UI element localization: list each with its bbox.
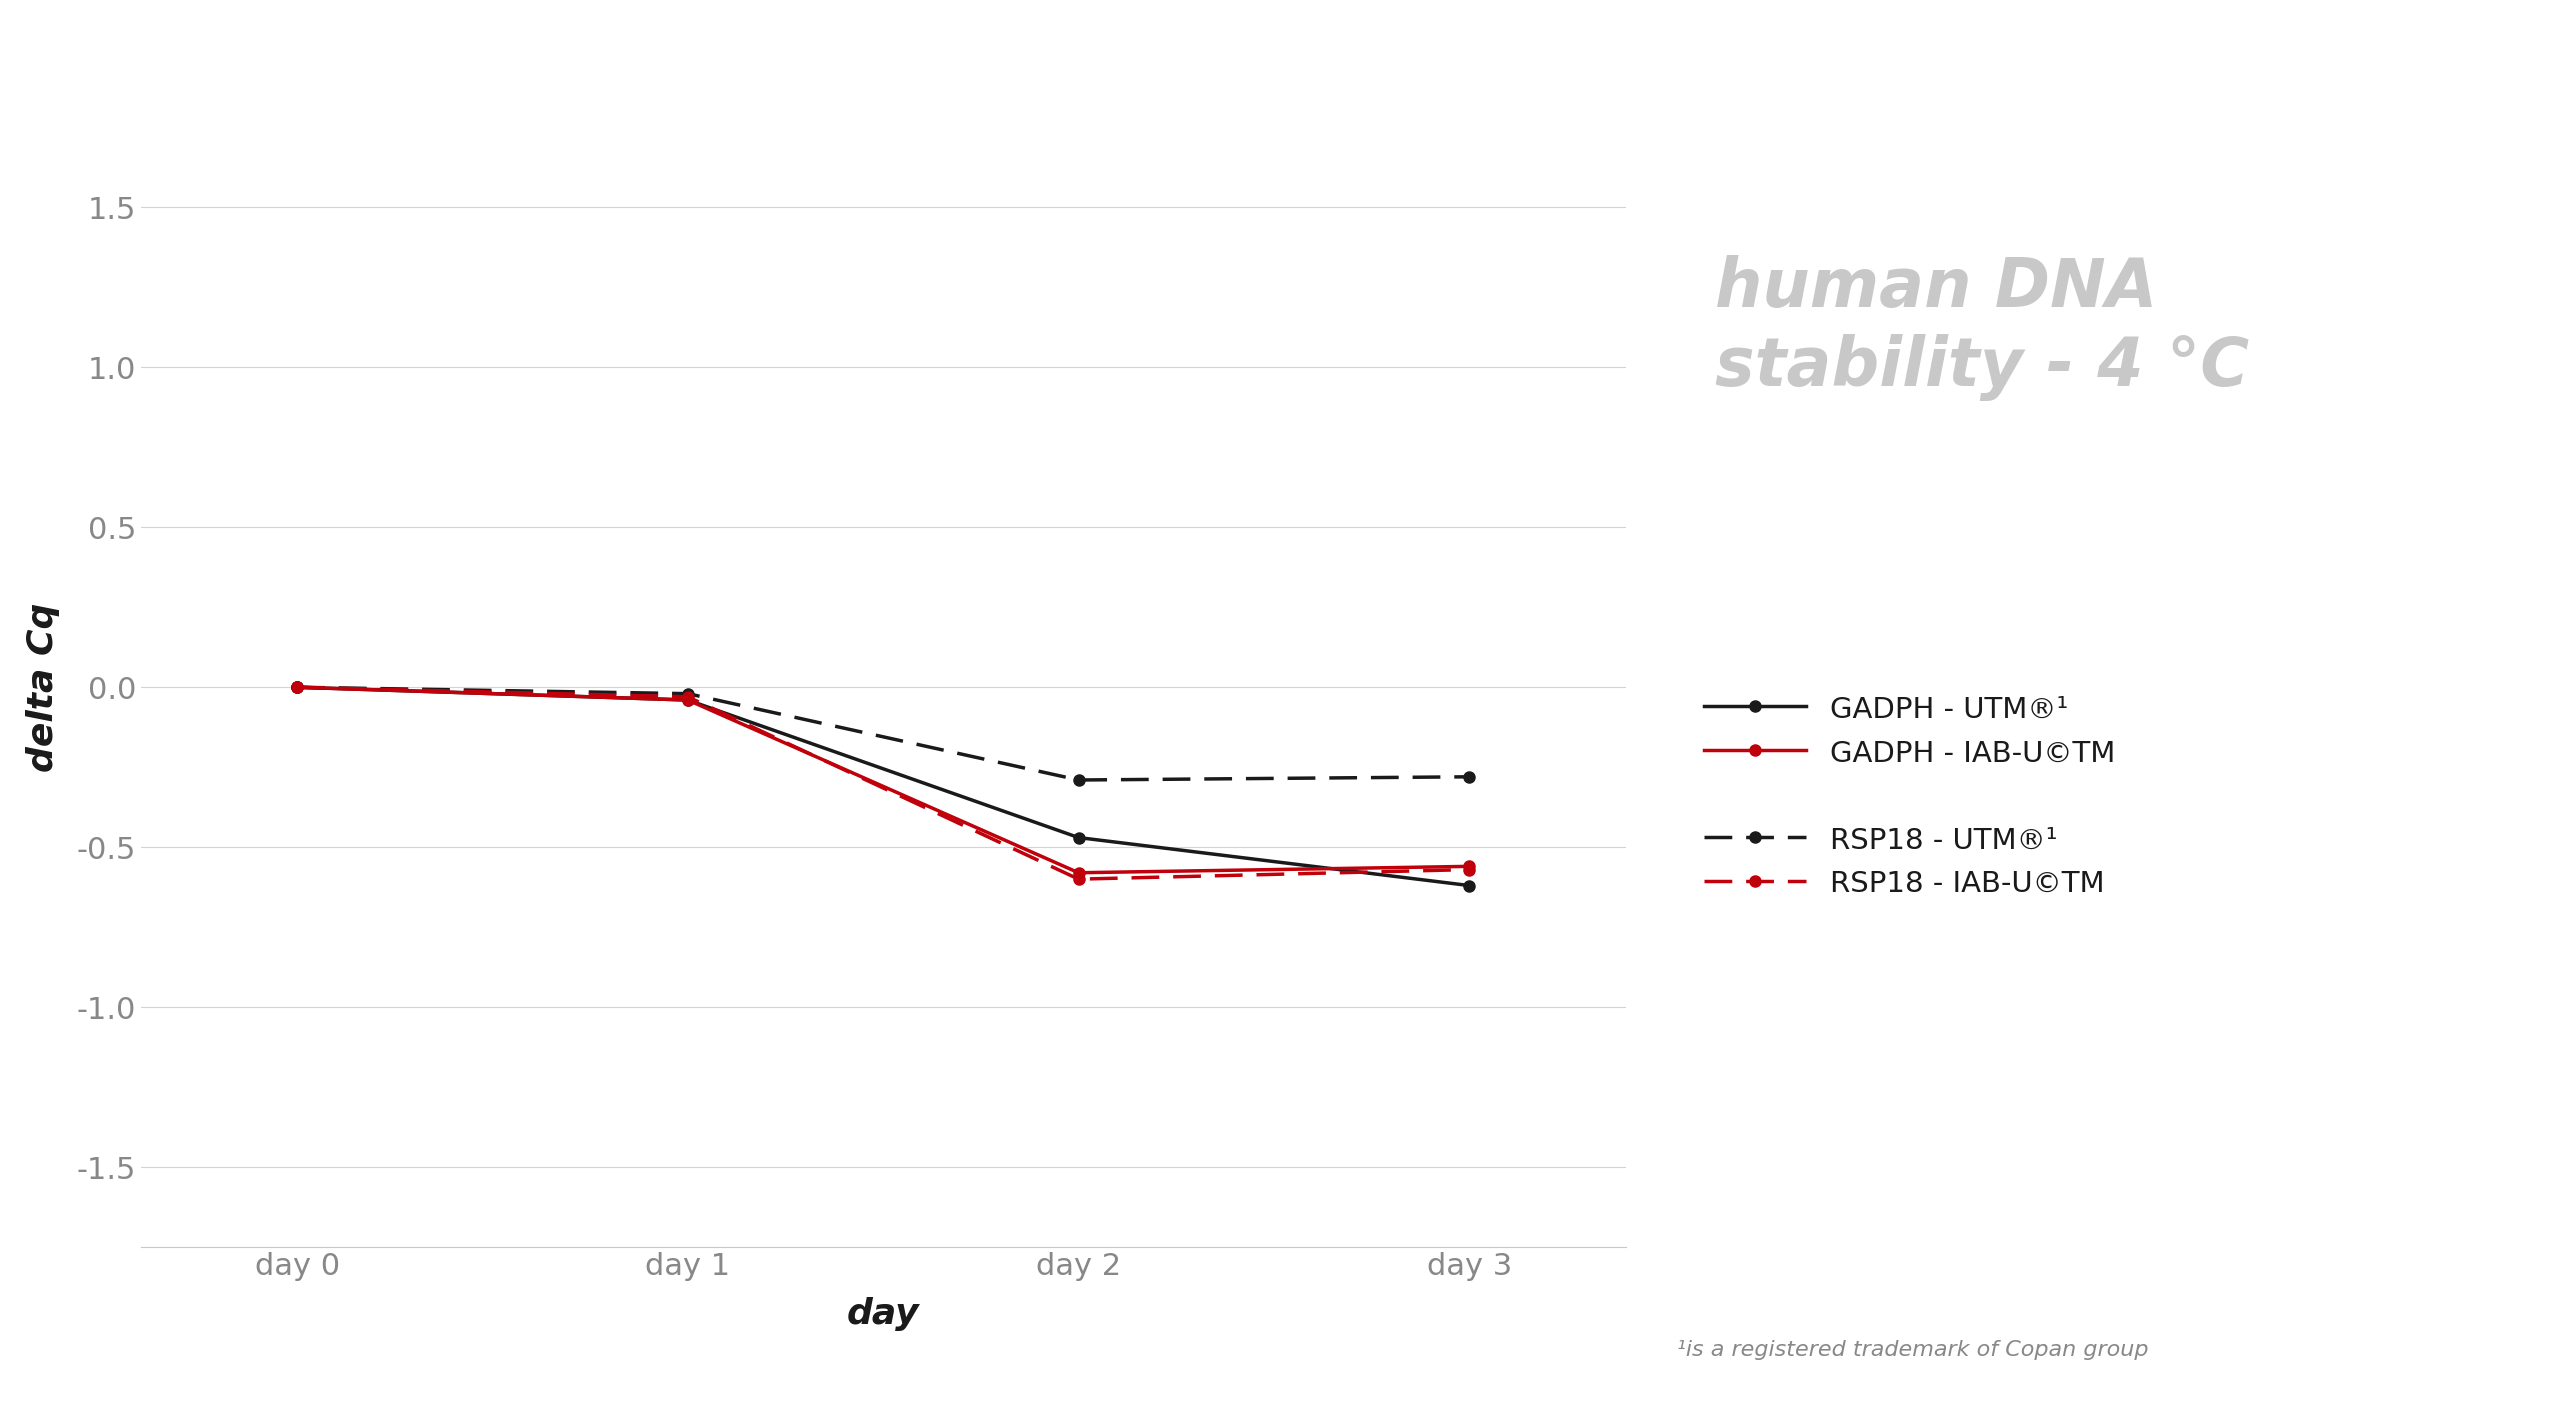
Text: human DNA
stability - 4 °C: human DNA stability - 4 °C <box>1715 255 2250 401</box>
Legend: GADPH - UTM®¹, GADPH - IAB-U©TM, , RSP18 - UTM®¹, RSP18 - IAB-U©TM: GADPH - UTM®¹, GADPH - IAB-U©TM, , RSP18… <box>1705 694 2115 898</box>
Y-axis label: delta Cq: delta Cq <box>26 602 59 772</box>
X-axis label: day: day <box>847 1298 919 1332</box>
Text: ¹is a registered trademark of Copan group: ¹is a registered trademark of Copan grou… <box>1677 1340 2148 1360</box>
